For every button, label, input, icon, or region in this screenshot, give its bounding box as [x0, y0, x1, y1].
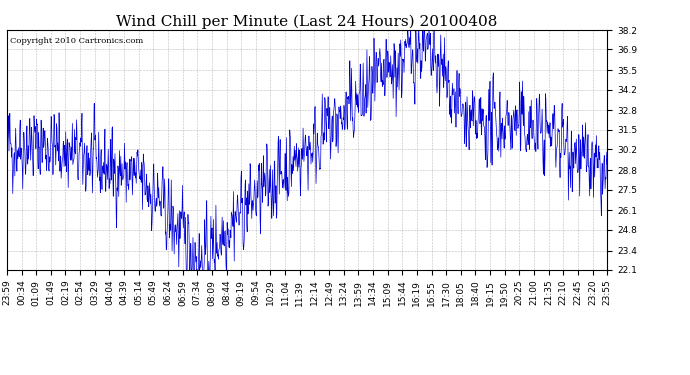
Text: Copyright 2010 Cartronics.com: Copyright 2010 Cartronics.com [10, 37, 143, 45]
Title: Wind Chill per Minute (Last 24 Hours) 20100408: Wind Chill per Minute (Last 24 Hours) 20… [117, 15, 497, 29]
